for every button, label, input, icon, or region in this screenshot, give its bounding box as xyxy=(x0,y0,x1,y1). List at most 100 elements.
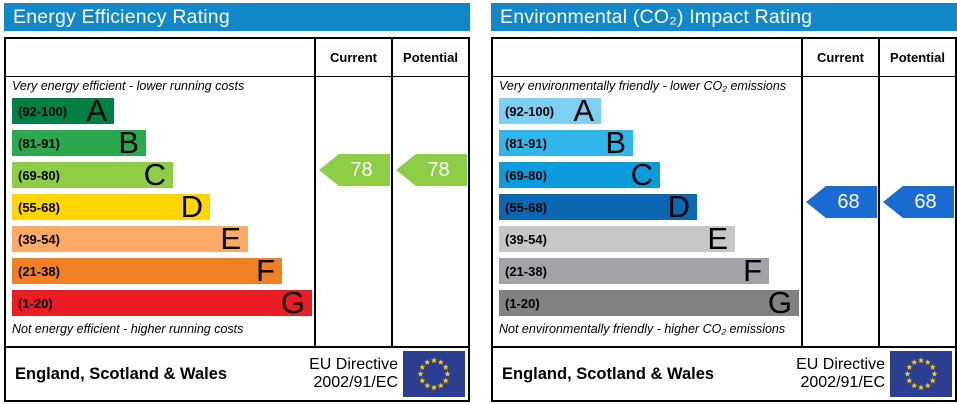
eu-flag-star xyxy=(430,384,438,391)
environmental-impact-panel: Environmental (CO₂) Impact Rating Curren… xyxy=(491,3,957,402)
chart-title: Energy Efficiency Rating xyxy=(4,3,470,31)
band-letter: C xyxy=(143,157,166,192)
eu-directive-label: EU Directive 2002/91/EC xyxy=(309,356,398,392)
eu-flag-star xyxy=(906,364,913,370)
band-row-b: (81-91) B xyxy=(499,125,633,160)
band-row-g: (1-20) G xyxy=(12,285,312,320)
band-letter: F xyxy=(256,253,275,288)
eu-flag-star xyxy=(906,377,913,384)
band-row-c: (69-80) C xyxy=(12,157,173,192)
rating-body: Very environmentally friendly - lower CO… xyxy=(493,77,955,346)
band-row-b: (81-91) B xyxy=(12,125,146,160)
current-rating-column: 68 xyxy=(801,77,878,346)
band-row-e: (39-54) E xyxy=(12,221,248,256)
eu-directive-line2: 2002/91/EC xyxy=(800,374,885,391)
band-letter: B xyxy=(605,125,626,160)
band-range-label: (21-38) xyxy=(505,263,547,279)
band-range-label: (92-100) xyxy=(505,103,555,119)
band-range-label: (92-100) xyxy=(18,103,68,119)
band-row-e: (39-54) E xyxy=(499,221,735,256)
band-range-label: (55-68) xyxy=(18,199,60,215)
eu-flag-star xyxy=(924,359,931,365)
current-column-header: Current xyxy=(314,39,391,76)
band-range-label: (69-80) xyxy=(18,167,60,183)
eu-flag-star xyxy=(917,384,925,391)
band-row-d: (55-68) D xyxy=(499,189,697,224)
band-letter: D xyxy=(667,189,690,224)
band-range-label: (69-80) xyxy=(505,167,547,183)
potential-rating-arrow: 68 xyxy=(883,186,954,218)
potential-column-header: Potential xyxy=(878,39,955,76)
band-letter: C xyxy=(630,157,653,192)
band-row-a: (92-100) A xyxy=(499,93,601,128)
rating-table: Current Potential Very energy efficient … xyxy=(4,37,470,402)
column-headers: Current Potential xyxy=(493,39,955,77)
band-scale: (92-100) A (81-91) B (69-80) C (55-68) D (39-54)… xyxy=(12,93,314,320)
eu-directive-line2: 2002/91/EC xyxy=(313,374,398,391)
band-scale: (92-100) A (81-91) B (69-80) C (55-68) D (39-54)… xyxy=(499,93,801,320)
eu-flag-star xyxy=(904,370,911,377)
top-note: Very environmentally friendly - lower CO… xyxy=(499,79,787,93)
band-letter: E xyxy=(220,221,241,256)
current-column-header: Current xyxy=(801,39,878,76)
eu-directive-label: EU Directive 2002/91/EC xyxy=(796,356,885,392)
band-chart-area: Very energy efficient - lower running co… xyxy=(6,77,314,346)
eu-directive-line1: EU Directive xyxy=(796,356,885,373)
rating-body: Very energy efficient - lower running co… xyxy=(6,77,468,346)
eu-flag-star xyxy=(442,364,449,370)
table-footer: England, Scotland & Wales EU Directive 2… xyxy=(493,346,955,400)
eu-flag-star xyxy=(911,382,918,389)
band-chart-area: Very environmentally friendly - lower CO… xyxy=(493,77,801,346)
band-row-f: (21-38) F xyxy=(499,255,769,286)
chart-title: Environmental (CO₂) Impact Rating xyxy=(491,3,957,31)
band-letter: A xyxy=(86,93,107,128)
eu-flag-star xyxy=(437,359,444,365)
eu-flag-star xyxy=(419,377,426,384)
eu-flag-star xyxy=(911,359,918,365)
band-letter: G xyxy=(280,285,305,320)
band-letter: E xyxy=(707,221,728,256)
eu-flag-star xyxy=(929,364,936,370)
potential-column-header: Potential xyxy=(391,39,468,76)
eu-flag-star xyxy=(419,364,426,370)
eu-flag-star xyxy=(924,382,931,389)
current-rating-column: 78 xyxy=(314,77,391,346)
table-footer: England, Scotland & Wales EU Directive 2… xyxy=(6,346,468,400)
band-range-label: (55-68) xyxy=(505,199,547,215)
rating-table: Current Potential Very environmentally f… xyxy=(491,37,957,402)
eu-flag-star xyxy=(424,382,431,389)
eu-flag-star xyxy=(437,382,444,389)
band-range-label: (21-38) xyxy=(18,263,60,279)
eu-flag-star xyxy=(424,359,431,365)
energy-efficiency-panel: Energy Efficiency Rating Current Potenti… xyxy=(4,3,470,402)
region-label: England, Scotland & Wales xyxy=(502,364,715,383)
eu-flag-star xyxy=(444,370,451,377)
band-range-label: (1-20) xyxy=(505,295,540,311)
band-letter: B xyxy=(118,125,139,160)
eu-flag-star xyxy=(442,377,449,384)
band-row-g: (1-20) G xyxy=(499,285,799,320)
column-headers: Current Potential xyxy=(6,39,468,77)
column-header-spacer xyxy=(6,39,314,76)
band-row-a: (92-100) A xyxy=(12,93,114,128)
potential-rating-arrow: 78 xyxy=(396,154,467,186)
band-range-label: (39-54) xyxy=(505,231,547,247)
band-range-label: (81-91) xyxy=(18,135,60,151)
eu-flag-star xyxy=(929,377,936,384)
region-label: England, Scotland & Wales xyxy=(15,364,228,383)
eu-flag-icon xyxy=(403,351,465,397)
potential-rating-column: 78 xyxy=(391,77,468,346)
bottom-note: Not energy efficient - higher running co… xyxy=(12,322,244,336)
eu-directive-line1: EU Directive xyxy=(309,356,398,373)
eu-flag-star xyxy=(917,357,925,364)
band-letter: A xyxy=(573,93,594,128)
current-rating-arrow: 68 xyxy=(806,186,877,218)
band-row-d: (55-68) D xyxy=(12,191,210,222)
band-letter: G xyxy=(767,285,792,320)
top-note: Very energy efficient - lower running co… xyxy=(12,79,245,93)
band-range-label: (1-20) xyxy=(18,295,53,311)
eu-flag-icon xyxy=(890,351,952,397)
band-row-f: (21-38) F xyxy=(12,253,282,288)
eu-flag-star xyxy=(931,370,938,377)
potential-rating-column: 68 xyxy=(878,77,955,346)
